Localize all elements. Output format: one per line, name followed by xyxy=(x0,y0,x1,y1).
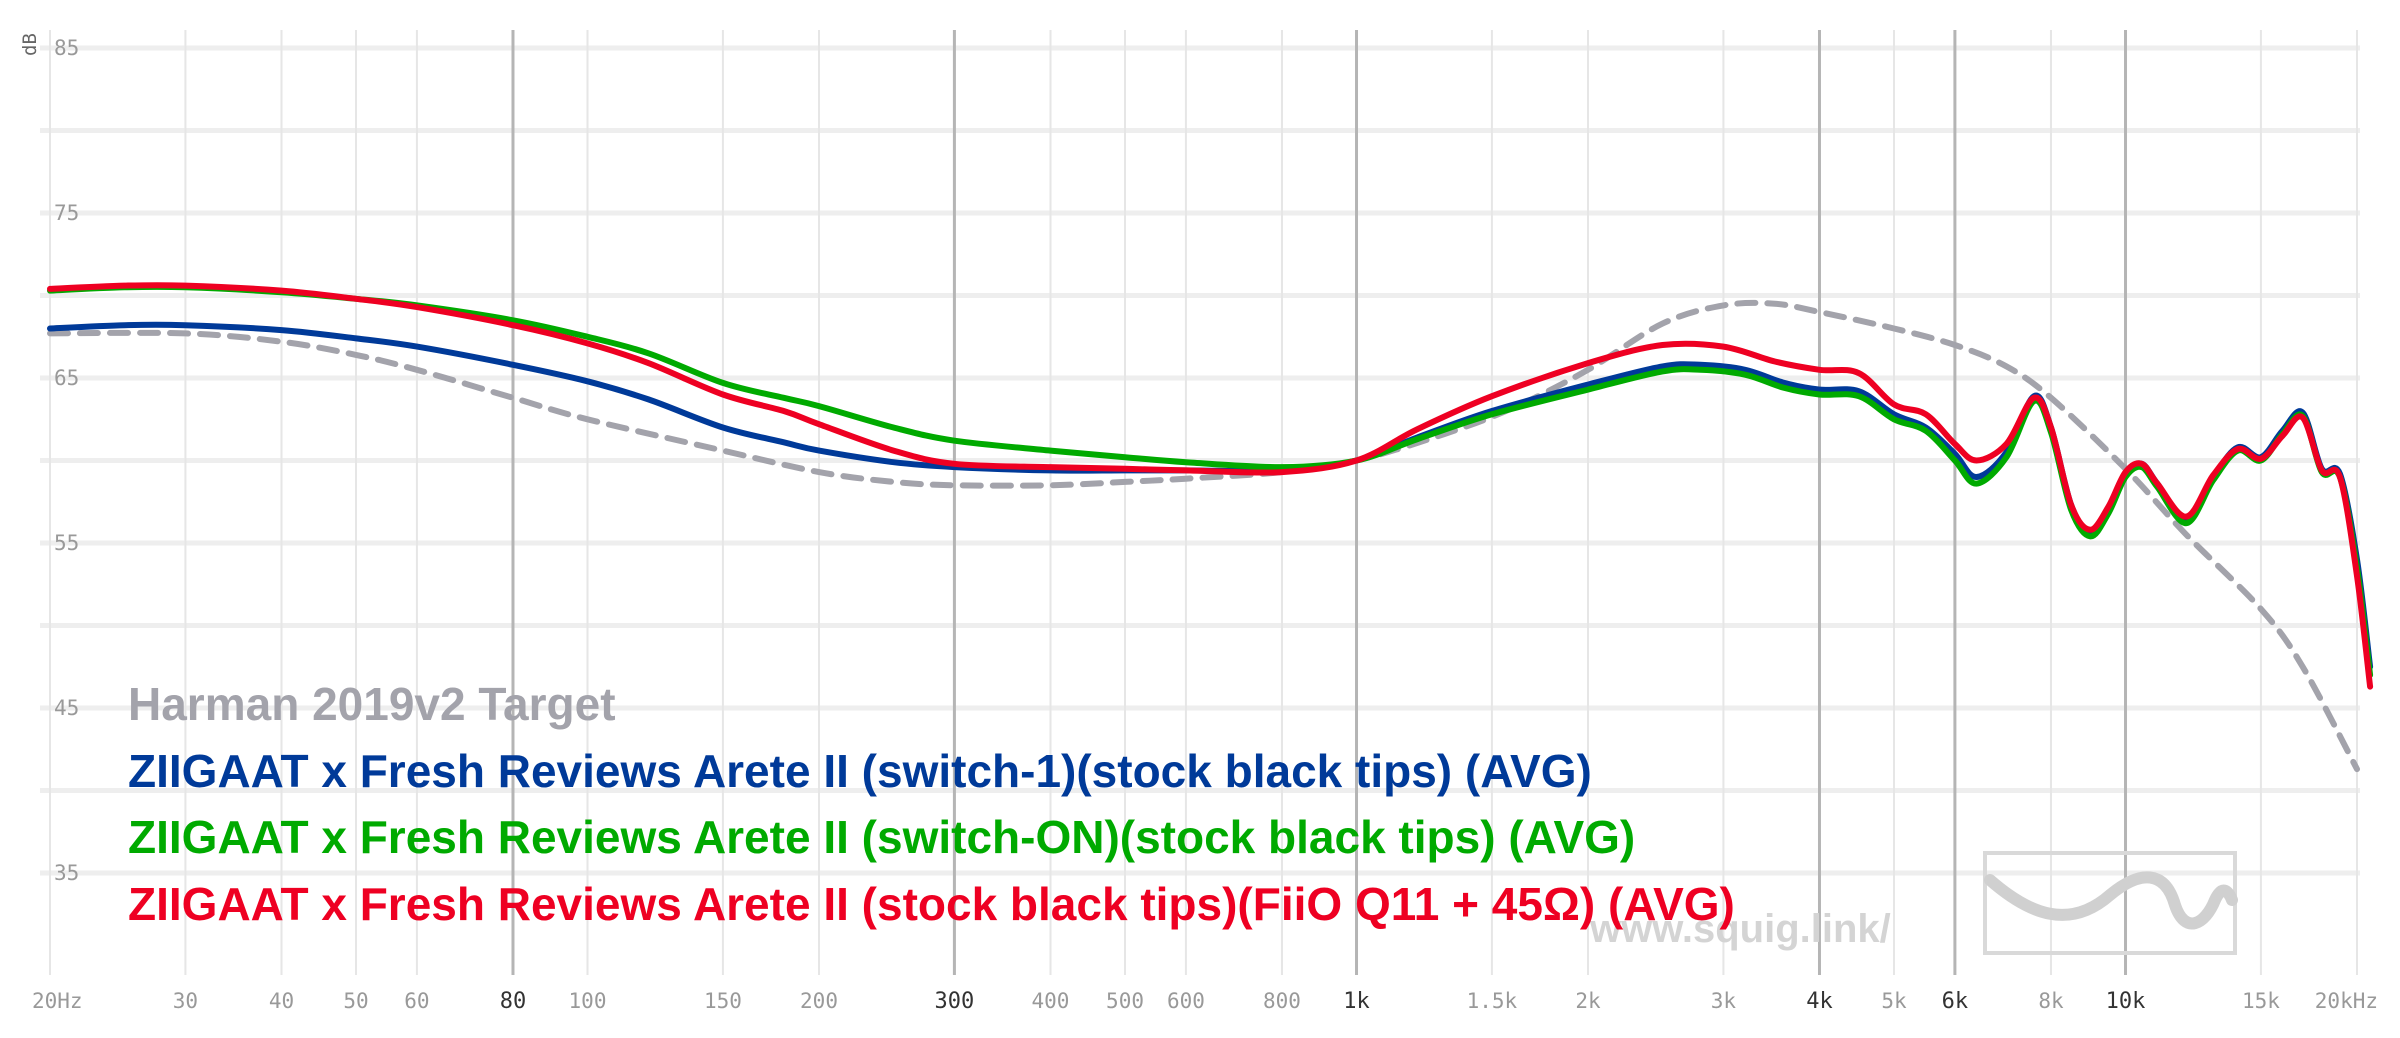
wave-logo-icon xyxy=(1983,851,2238,955)
legend-entry: ZIIGAAT x Fresh Reviews Arete II (switch… xyxy=(128,745,1592,797)
x-tick-label: 800 xyxy=(1263,989,1301,1013)
y-tick-label: 45 xyxy=(54,696,79,720)
x-axis-tick-labels: 20Hz 30 40 50 60 80 100 150 200 300 400 500 600 800 1k… xyxy=(32,989,2378,1014)
legend-entry: ZIIGAAT x Fresh Reviews Arete II (stock … xyxy=(128,878,1735,930)
y-tick-label: 55 xyxy=(54,531,79,555)
x-tick-label: 30 xyxy=(173,989,198,1013)
x-tick-label: 4k xyxy=(1806,989,1833,1014)
y-tick-label: 85 xyxy=(54,36,79,60)
x-tick-label: 1k xyxy=(1343,989,1370,1014)
x-tick-label: 20kHz xyxy=(2315,989,2378,1013)
grid xyxy=(40,30,2360,975)
x-tick-label: 3k xyxy=(1711,989,1737,1013)
y-tick-label: 65 xyxy=(54,366,79,390)
legend-entry-target: Harman 2019v2 Target xyxy=(128,678,616,730)
x-tick-label: 50 xyxy=(343,989,368,1013)
x-tick-label: 500 xyxy=(1106,989,1144,1013)
x-tick-label: 10k xyxy=(2106,989,2146,1014)
x-tick-label: 5k xyxy=(1881,989,1907,1013)
x-tick-label: 40 xyxy=(269,989,294,1013)
x-tick-label: 100 xyxy=(569,989,607,1013)
y-axis-unit-label: dB xyxy=(19,33,41,56)
y-axis-tick-labels: 35 45 55 65 75 85 xyxy=(54,36,79,885)
x-tick-label: 20Hz xyxy=(32,989,83,1013)
legend: Harman 2019v2 Target ZIIGAAT x Fresh Revi… xyxy=(128,678,1735,930)
legend-entry: ZIIGAAT x Fresh Reviews Arete II (switch… xyxy=(128,811,1635,863)
x-tick-label: 400 xyxy=(1032,989,1070,1013)
watermark-text: www.squig.link/ xyxy=(1589,907,1891,951)
x-tick-label: 600 xyxy=(1167,989,1205,1013)
x-tick-label: 8k xyxy=(2038,989,2064,1013)
y-tick-label: 75 xyxy=(54,201,79,225)
x-tick-label: 6k xyxy=(1942,989,1969,1014)
watermark: www.squig.link/ xyxy=(1589,851,2238,955)
x-tick-label: 300 xyxy=(935,989,975,1014)
x-tick-label: 80 xyxy=(500,989,527,1014)
x-tick-label: 60 xyxy=(404,989,429,1013)
x-tick-label: 1.5k xyxy=(1467,989,1518,1013)
x-tick-label: 200 xyxy=(800,989,838,1013)
x-tick-label: 15k xyxy=(2242,989,2280,1013)
series-lines xyxy=(47,282,2374,773)
y-tick-label: 35 xyxy=(54,861,79,885)
x-tick-label: 2k xyxy=(1575,989,1601,1013)
x-tick-label: 150 xyxy=(704,989,742,1013)
series-line-3 xyxy=(47,282,2374,690)
